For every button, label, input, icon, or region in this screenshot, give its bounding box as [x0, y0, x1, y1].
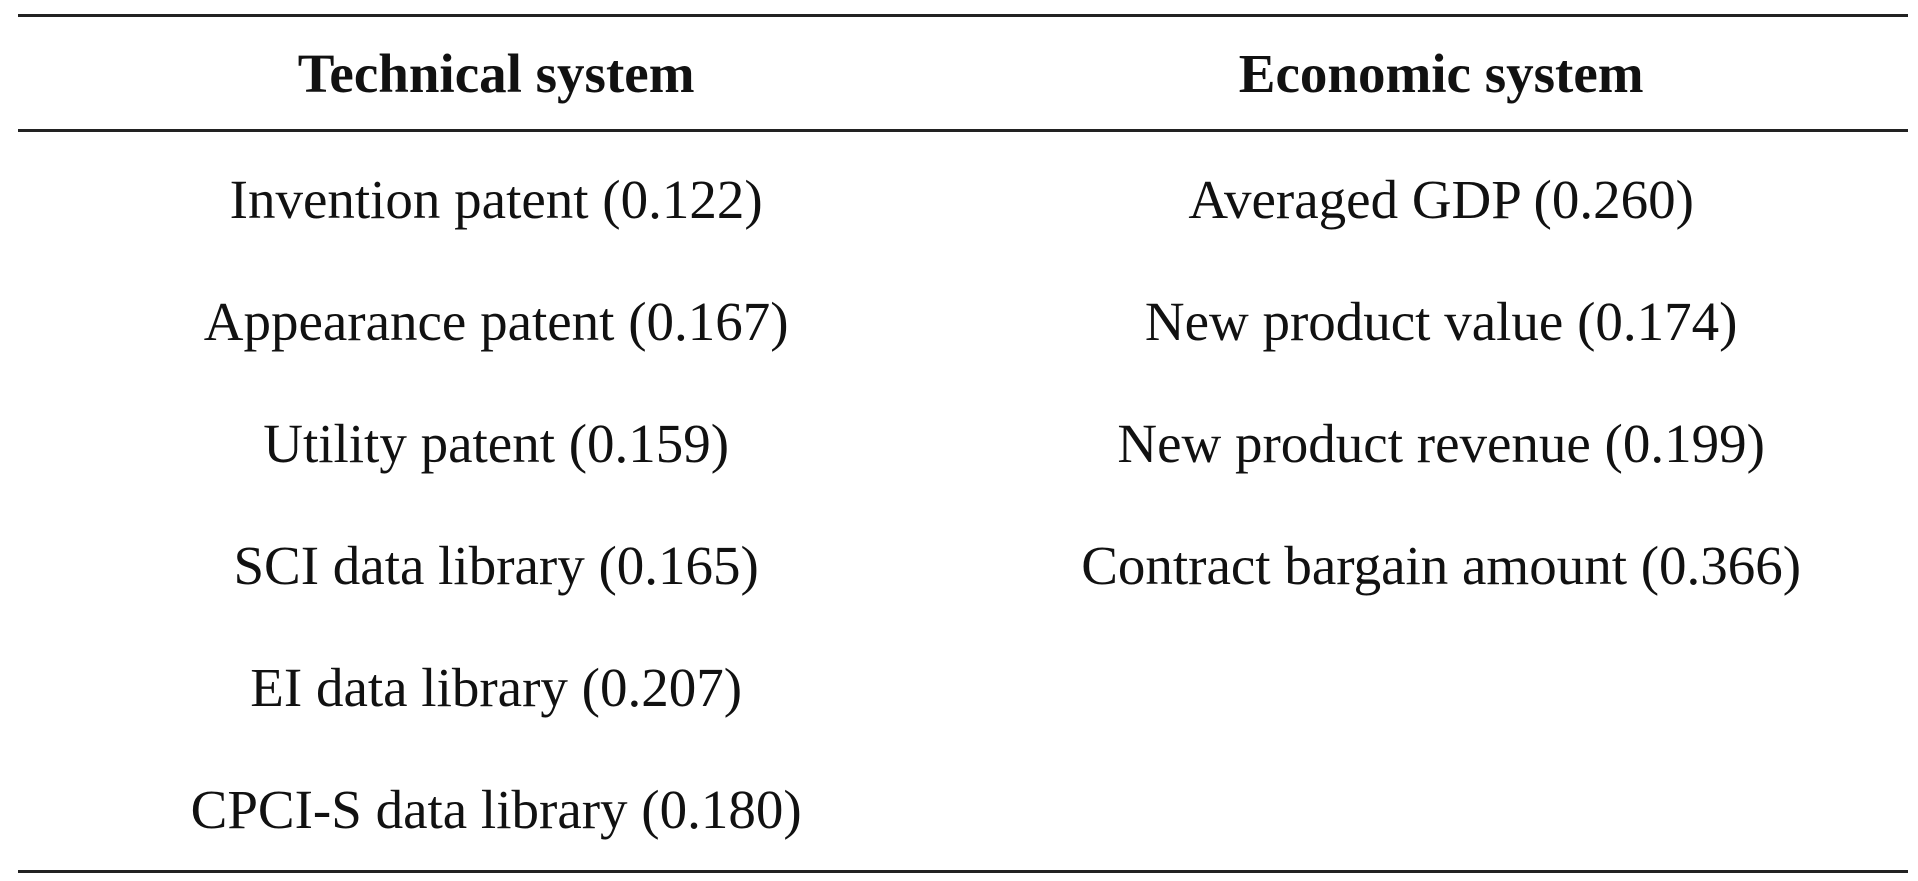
table-cell-economic: Averaged GDP (0.260) [1188, 168, 1694, 230]
table-row: Invention patent (0.122) Averaged GDP (0… [18, 131, 1908, 261]
table-cell-technical: Appearance patent (0.167) [203, 290, 789, 352]
table-body: Invention patent (0.122) Averaged GDP (0… [18, 131, 1908, 872]
table-cell-economic: New product value (0.174) [1144, 290, 1738, 352]
header-row: Technical system Economic system [18, 15, 1908, 131]
table-cell-economic: Contract bargain amount (0.366) [1081, 534, 1802, 596]
table-cell-technical: Invention patent (0.122) [229, 168, 763, 230]
table-cell-economic [974, 626, 1908, 748]
table-cell-economic: New product revenue (0.199) [1117, 412, 1765, 474]
table-row: EI data library (0.207) [18, 626, 1908, 748]
table-cell-economic [974, 748, 1908, 872]
table-row: CPCI-S data library (0.180) [18, 748, 1908, 872]
header-economic-system: Economic system [1238, 42, 1644, 104]
table-cell-technical: SCI data library (0.165) [233, 534, 759, 596]
indicator-table-container: Technical system Economic system Inventi… [18, 14, 1908, 873]
indicator-table: Technical system Economic system Inventi… [18, 14, 1908, 873]
table-row: Appearance patent (0.167) New product va… [18, 260, 1908, 382]
table-header: Technical system Economic system [18, 15, 1908, 131]
table-cell-technical: CPCI-S data library (0.180) [190, 778, 802, 840]
table-row: SCI data library (0.165) Contract bargai… [18, 504, 1908, 626]
table-cell-technical: EI data library (0.207) [250, 656, 743, 718]
header-technical-system: Technical system [297, 42, 695, 104]
table-cell-technical: Utility patent (0.159) [263, 412, 730, 474]
table-row: Utility patent (0.159) New product reven… [18, 382, 1908, 504]
